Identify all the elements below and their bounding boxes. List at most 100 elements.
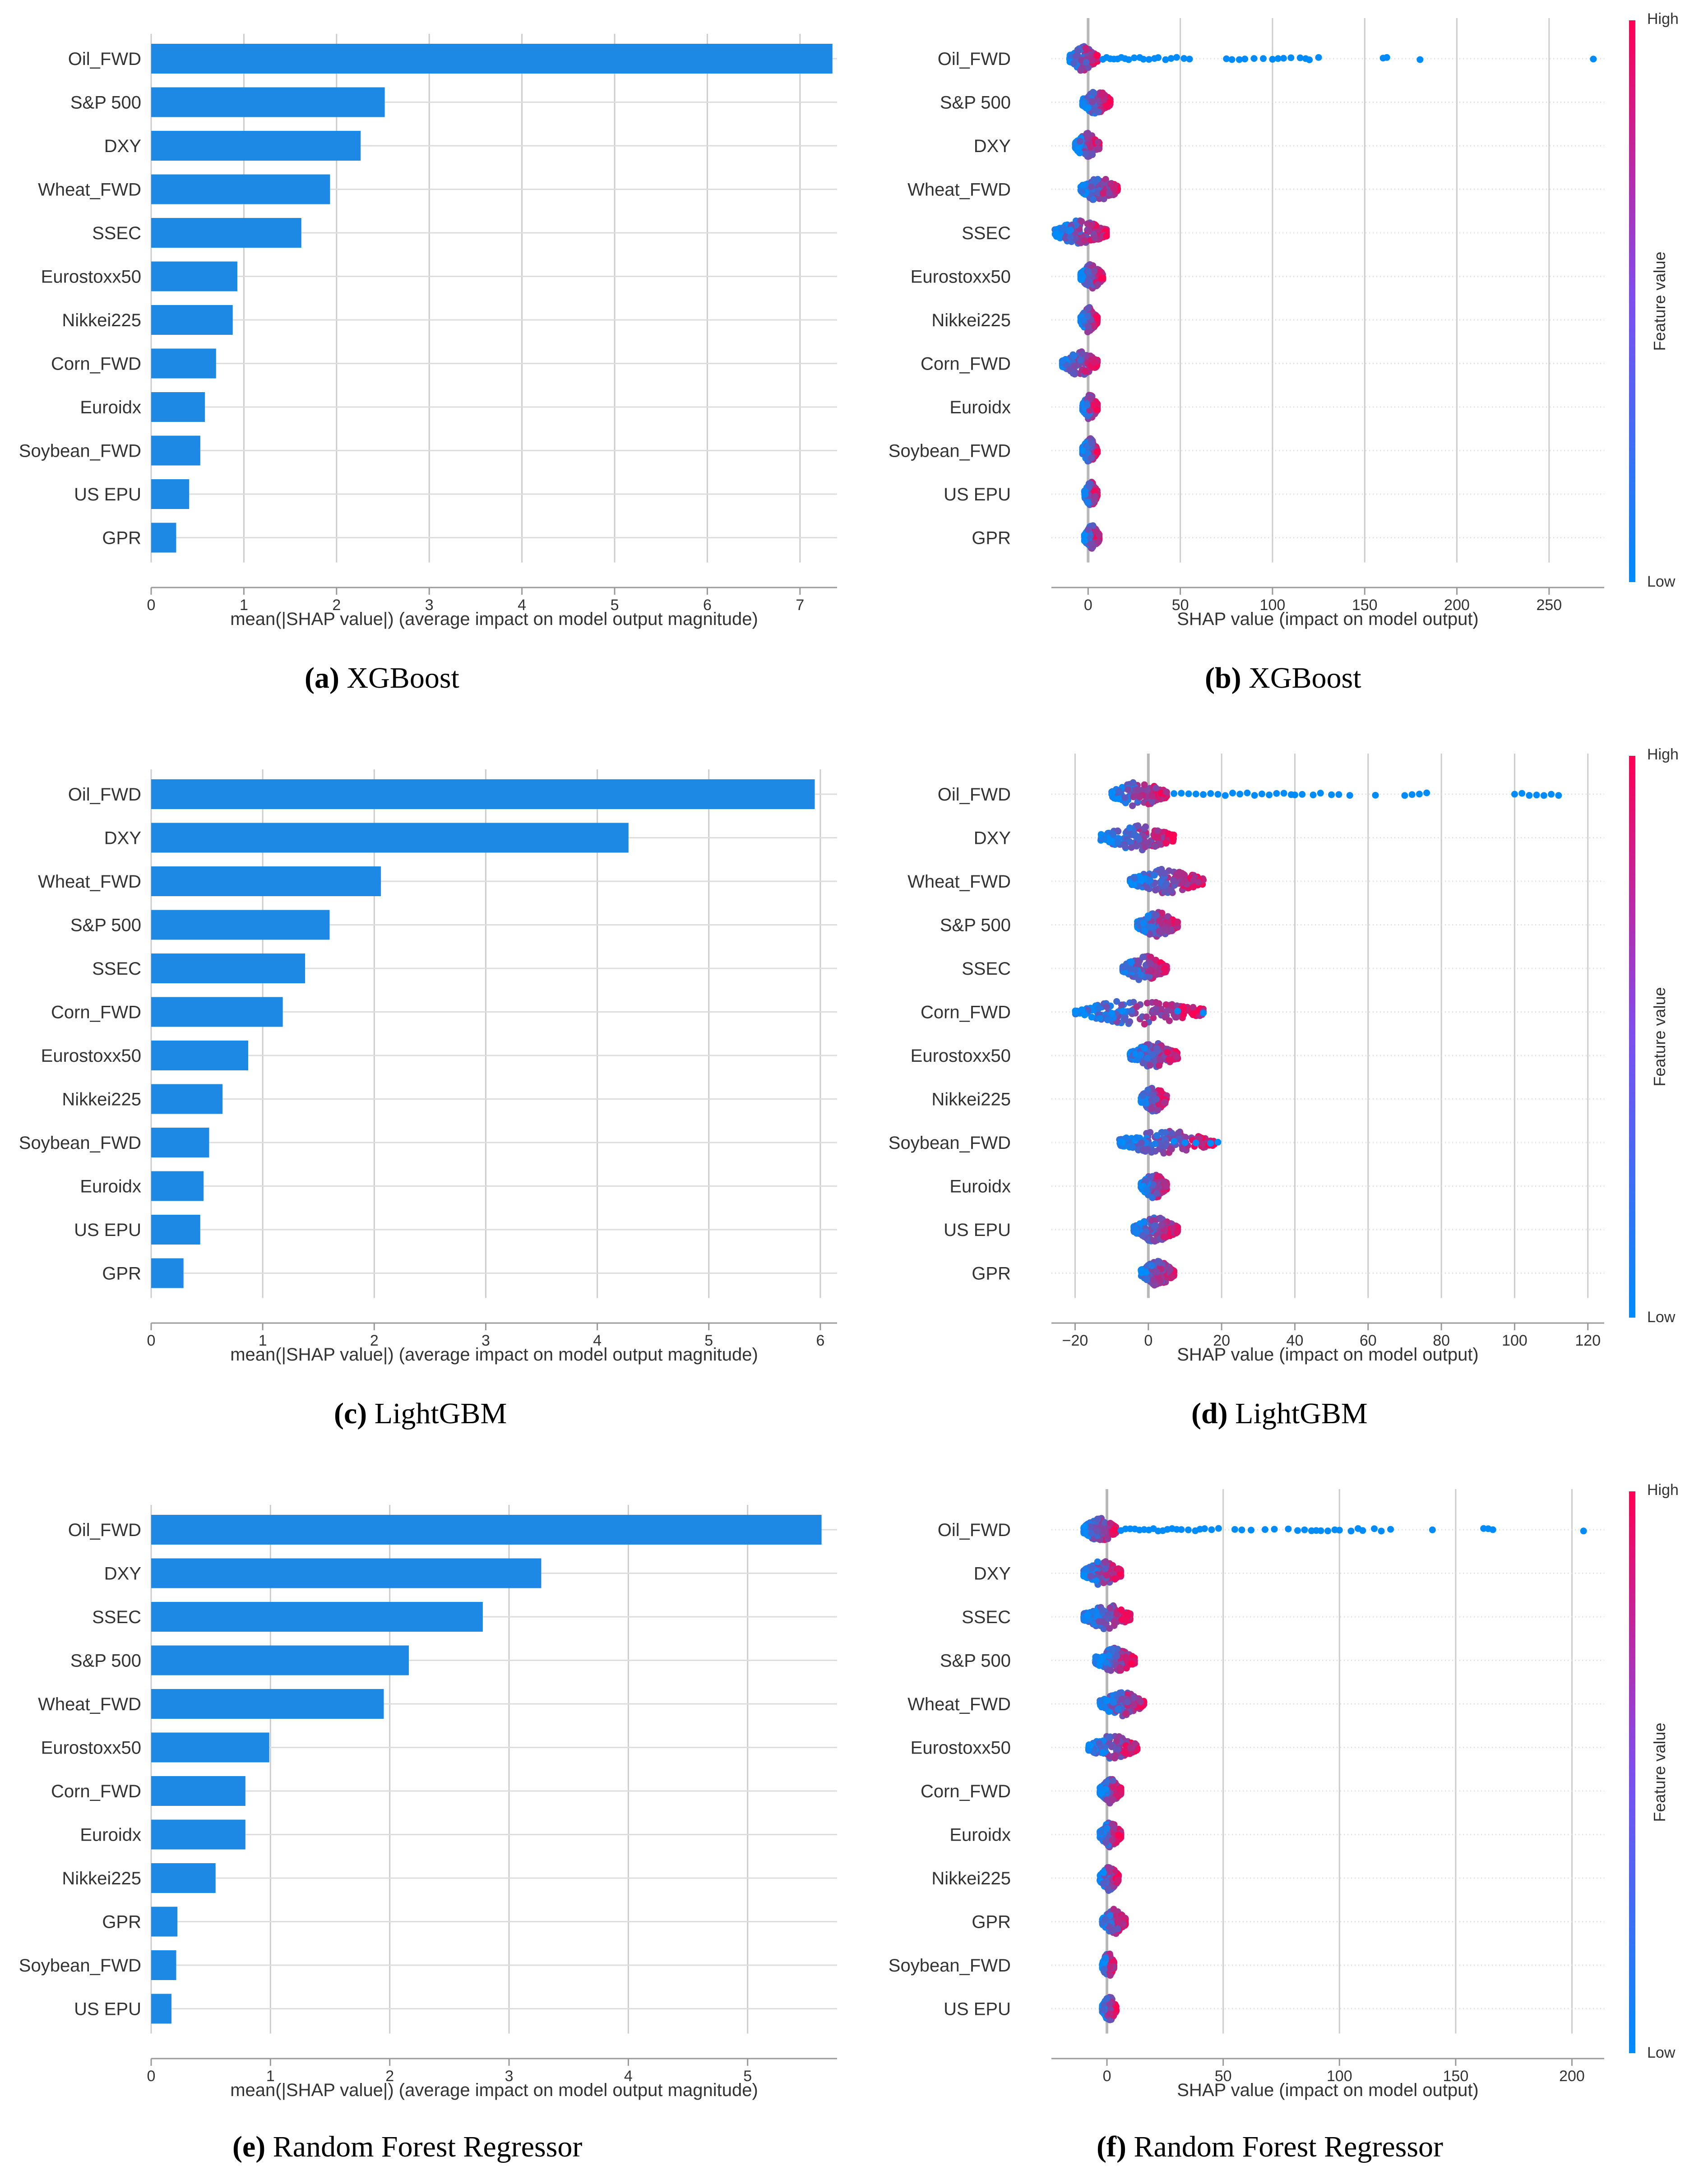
point-oil-fwd xyxy=(1173,54,1180,61)
point-oil-fwd xyxy=(1261,1526,1268,1533)
bar-soybean-fwd xyxy=(151,1950,176,1980)
point-gpr xyxy=(1166,1266,1174,1273)
point-gpr xyxy=(1095,532,1102,539)
y-label-s-p-500: S&P 500 xyxy=(70,93,141,113)
x-tick-label: 200 xyxy=(1444,597,1470,614)
point-s-p-500 xyxy=(1116,1664,1124,1671)
point-eurostoxx50 xyxy=(1173,1053,1180,1060)
point-oil-fwd xyxy=(1228,56,1236,63)
point-oil-fwd xyxy=(1101,1528,1108,1535)
point-wheat-fwd xyxy=(1110,184,1117,191)
point-eurostoxx50 xyxy=(1091,268,1098,275)
point-oil-fwd xyxy=(1171,790,1178,797)
point-oil-fwd xyxy=(1244,789,1251,796)
point-s-p-500 xyxy=(1144,914,1152,921)
y-label-wheat-fwd: Wheat_FWD xyxy=(907,180,1011,200)
point-us-epu xyxy=(1091,488,1098,495)
x-tick-label: 150 xyxy=(1443,2068,1469,2085)
y-label-s-p-500: S&P 500 xyxy=(70,916,141,935)
point-wheat-fwd xyxy=(1130,881,1138,888)
colorbar-title: Feature value xyxy=(1650,251,1669,351)
point-oil-fwd xyxy=(1540,792,1547,799)
x-tick-label: 250 xyxy=(1536,597,1562,614)
point-corn-fwd xyxy=(1096,1015,1103,1022)
point-dxy xyxy=(1110,838,1117,845)
x-tick-label: 100 xyxy=(1260,597,1286,614)
point-oil-fwd xyxy=(1222,792,1229,799)
point-oil-fwd xyxy=(1324,1527,1331,1535)
point-gpr xyxy=(1148,1262,1155,1269)
point-oil-fwd xyxy=(1251,792,1258,799)
point-s-p-500 xyxy=(1174,919,1181,926)
point-oil-fwd xyxy=(1266,791,1273,799)
bar-oil-fwd xyxy=(151,44,833,74)
y-label-nikkei225: Nikkei225 xyxy=(931,1090,1011,1110)
point-gpr xyxy=(1169,1273,1176,1281)
point-ssec xyxy=(1072,235,1079,242)
point-oil-fwd xyxy=(1590,56,1597,63)
point-ssec xyxy=(1103,1615,1111,1622)
point-oil-fwd xyxy=(1121,794,1129,801)
point-ssec xyxy=(1118,1606,1125,1614)
point-soybean-fwd xyxy=(1119,1139,1126,1146)
point-ssec xyxy=(1072,222,1079,229)
point-oil-fwd xyxy=(1259,55,1267,62)
y-label-soybean-fwd: Soybean_FWD xyxy=(19,1956,141,1976)
point-corn-fwd xyxy=(1069,370,1077,377)
x-tick-label: 6 xyxy=(816,1332,824,1349)
point-nikkei225 xyxy=(1084,305,1092,312)
point-corn-fwd xyxy=(1166,1017,1173,1024)
point-soybean-fwd xyxy=(1175,1129,1182,1137)
beeswarm-chart-f: 0 50 100 150 200 Oil_FWD DXY SSEC S&P 500 Wheat_F… xyxy=(853,1471,1708,2116)
point-oil-fwd xyxy=(1144,786,1151,793)
point-oil-fwd xyxy=(1372,791,1379,799)
y-label-euroidx: Euroidx xyxy=(80,1177,141,1197)
point-gpr xyxy=(1087,541,1094,548)
point-oil-fwd xyxy=(1346,792,1353,799)
y-label-gpr: GPR xyxy=(102,1912,141,1932)
x-axis-title: SHAP value (impact on model output) xyxy=(1177,609,1479,629)
x-axis-title: SHAP value (impact on model output) xyxy=(1177,1345,1479,1365)
point-oil-fwd xyxy=(1280,790,1287,797)
y-label-us-epu: US EPU xyxy=(944,485,1011,504)
point-dxy xyxy=(1154,827,1162,834)
point-oil-fwd xyxy=(1148,798,1156,805)
point-oil-fwd xyxy=(1250,55,1258,62)
point-soybean-fwd xyxy=(1179,1145,1186,1152)
point-oil-fwd xyxy=(1148,792,1156,800)
point-oil-fwd xyxy=(1336,1527,1343,1534)
bar-nikkei225 xyxy=(151,1863,216,1893)
point-oil-fwd xyxy=(1274,55,1282,62)
point-dxy xyxy=(1100,835,1107,842)
x-tick-label: 1 xyxy=(266,2068,275,2085)
point-soybean-fwd xyxy=(1152,1140,1159,1148)
bar-nikkei225 xyxy=(151,305,233,335)
x-tick-label: 4 xyxy=(593,1332,602,1349)
point-ssec xyxy=(1106,1604,1114,1611)
x-tick-label: 60 xyxy=(1360,1332,1377,1349)
point-us-epu xyxy=(1148,1217,1156,1224)
point-oil-fwd xyxy=(1130,54,1138,61)
point-soybean-fwd xyxy=(1214,1138,1222,1146)
point-gpr xyxy=(1084,526,1092,533)
point-ssec xyxy=(1091,234,1098,241)
y-label-eurostoxx50: Eurostoxx50 xyxy=(41,267,141,287)
point-ssec xyxy=(1146,967,1153,975)
bar-chart-c: 0 1 2 3 4 5 6 Oil_FWD DXY Wheat_FWD S&P 500 SSEC Cor… xyxy=(0,736,853,1381)
point-s-p-500 xyxy=(1102,1659,1110,1666)
point-dxy xyxy=(1125,838,1133,845)
point-corn-fwd xyxy=(1079,350,1086,357)
point-s-p-500 xyxy=(1140,920,1147,927)
bar-s-p-500 xyxy=(151,1645,409,1675)
point-oil-fwd xyxy=(1207,790,1214,797)
point-gpr xyxy=(1151,1282,1158,1289)
y-label-euroidx: Euroidx xyxy=(80,1825,141,1845)
point-dxy xyxy=(1092,1577,1100,1584)
caption-b-text: XGBoost xyxy=(1249,662,1361,694)
point-corn-fwd xyxy=(1143,1013,1150,1020)
point-dxy xyxy=(1084,130,1092,137)
x-tick-label: 2 xyxy=(332,597,341,614)
x-tick-label: 100 xyxy=(1327,2068,1352,2085)
y-label-dxy: DXY xyxy=(974,136,1011,156)
point-soybean-fwd xyxy=(1153,1132,1161,1139)
